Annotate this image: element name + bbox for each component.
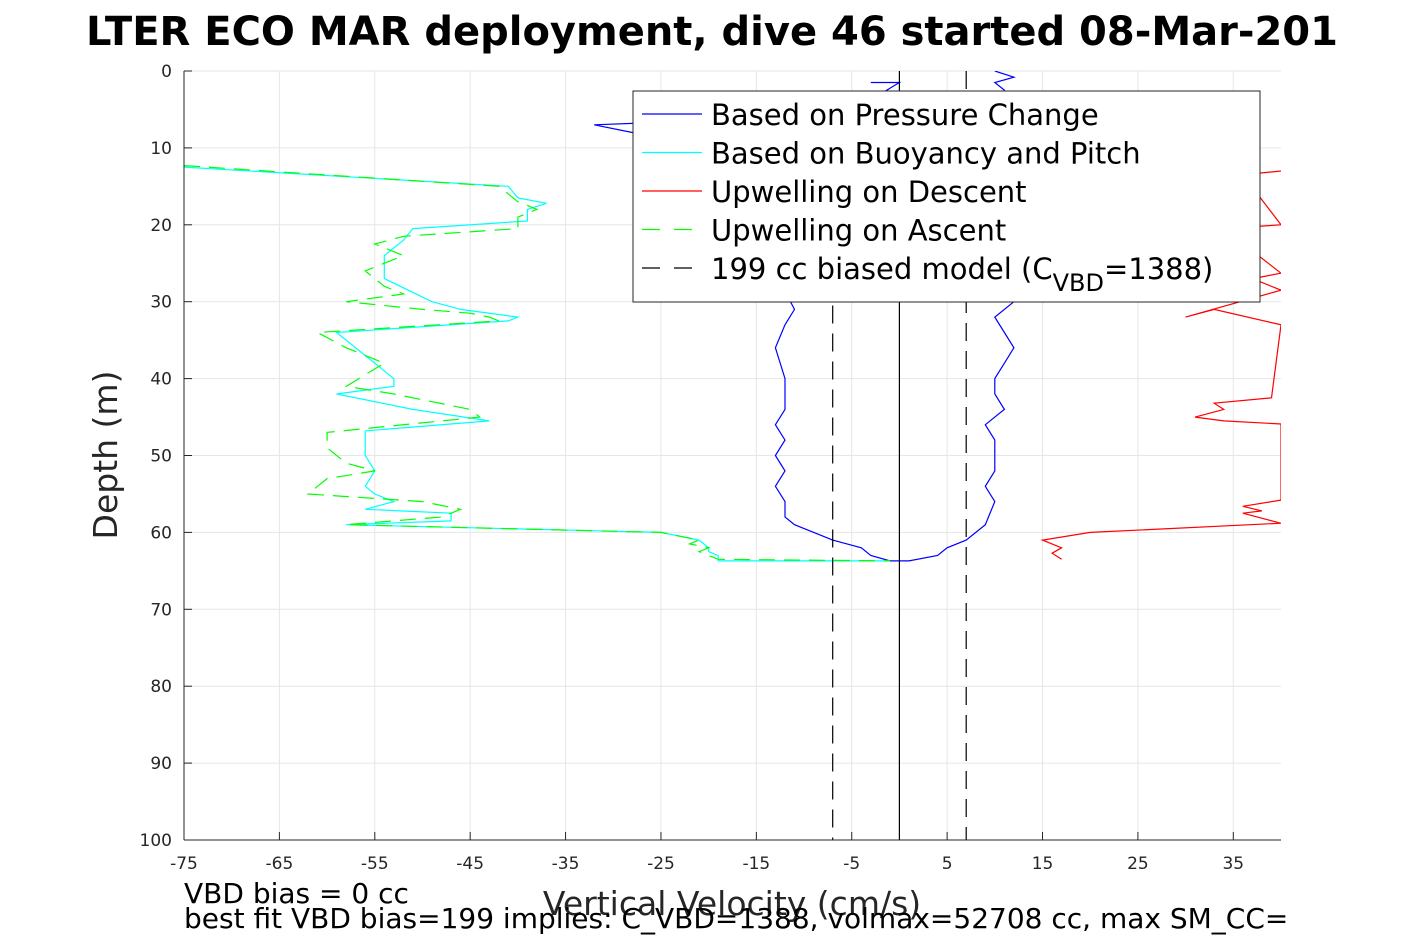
x-tick-label: -15 [742, 854, 770, 874]
x-tick-label: -25 [647, 854, 675, 874]
series-upwelling-on-descent [1040, 170, 1281, 560]
y-tick-label: 70 [150, 600, 172, 620]
vbd-bias-note: VBD bias = 0 cc [184, 877, 409, 910]
y-tick-label: 10 [150, 139, 172, 159]
x-tick-label: -75 [170, 854, 198, 874]
x-tick-label: 25 [1127, 854, 1149, 874]
y-tick-label: 40 [150, 370, 172, 390]
legend-label: Based on Buoyancy and Pitch [711, 137, 1141, 171]
y-tick-label: 50 [150, 447, 172, 467]
legend-label: Based on Pressure Change [711, 98, 1099, 132]
x-tick-label: 35 [1222, 854, 1244, 874]
best-fit-note: best fit VBD bias=199 implies: C_VBD=138… [184, 902, 1288, 935]
legend: Based on Pressure Change Based on Buoyanc… [632, 90, 1261, 303]
y-tick-label: 90 [150, 754, 172, 774]
chart-title: LTER ECO MAR deployment, dive 46 started… [86, 9, 1338, 55]
y-tick-label: 60 [150, 523, 172, 543]
x-tick-label: 15 [1032, 854, 1054, 874]
legend-box [632, 90, 1261, 303]
x-tick-label: -65 [266, 854, 294, 874]
y-tick-label: 30 [150, 293, 172, 313]
axes [183, 70, 1281, 841]
x-tick-label: -5 [843, 854, 860, 874]
x-tick-label: -45 [456, 854, 484, 874]
y-tick-label: 100 [140, 831, 172, 851]
y-tick-label: 0 [161, 62, 172, 82]
x-axis-label: Vertical Velocity (cm/s) [543, 884, 921, 923]
x-tick-label: -55 [361, 854, 389, 874]
y-tick-label: 80 [150, 677, 172, 697]
tick-labels: -75 -65 -55 -45 -35 -25 -15 -5 5 15 25 350102030405… [140, 62, 1245, 874]
y-axis-label: Depth (m) [86, 371, 125, 540]
legend-label: Upwelling on Ascent [711, 214, 1006, 248]
x-tick-label: 5 [942, 854, 953, 874]
series-upwelling-on-ascent [184, 165, 890, 562]
y-tick-label: 20 [150, 216, 172, 236]
legend-label: Upwelling on Descent [711, 175, 1027, 209]
x-tick-label: -35 [552, 854, 580, 874]
legend-label: 199 cc biased model (CVBD=1388) [711, 252, 1213, 297]
